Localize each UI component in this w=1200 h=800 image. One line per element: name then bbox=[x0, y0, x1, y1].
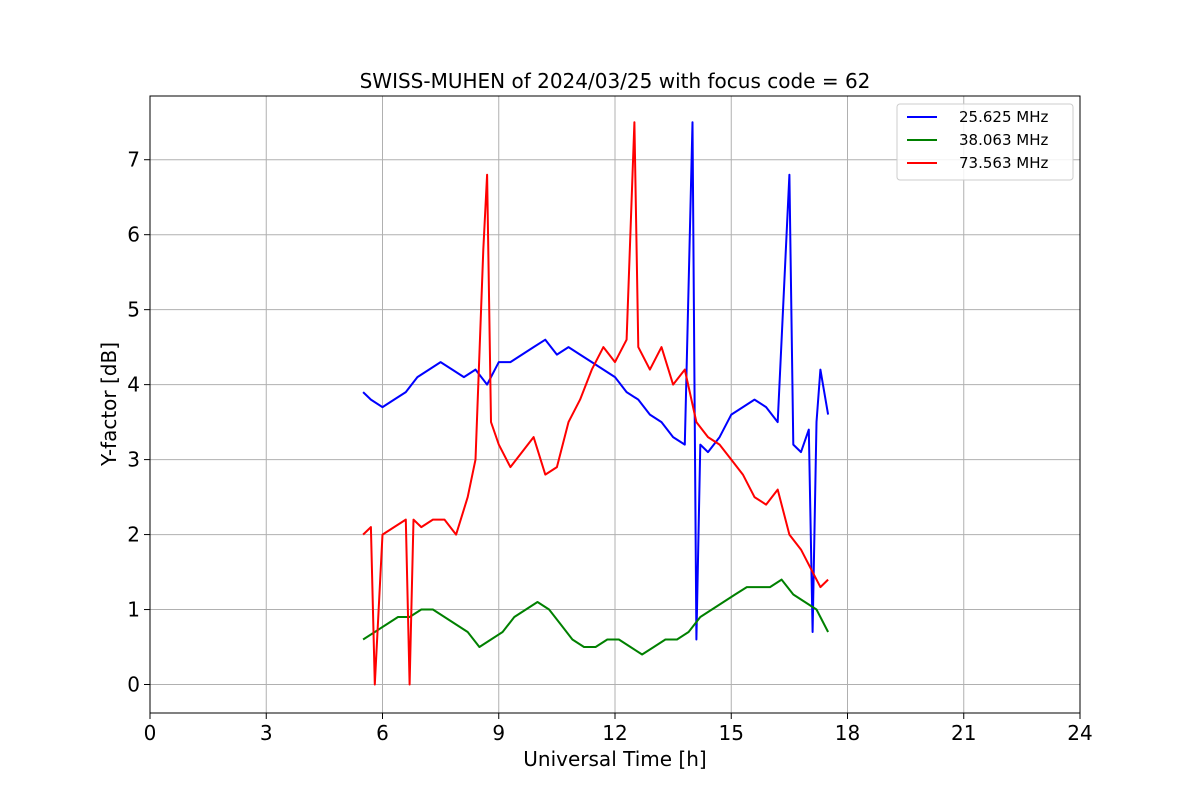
x-tick-label: 12 bbox=[602, 721, 627, 745]
y-tick-label: 0 bbox=[127, 673, 140, 697]
legend-label: 38.063 MHz bbox=[959, 131, 1048, 149]
y-tick-label: 3 bbox=[127, 448, 140, 472]
y-tick-label: 6 bbox=[127, 223, 140, 247]
x-tick-label: 9 bbox=[492, 721, 505, 745]
series-line-0 bbox=[362, 121, 830, 641]
x-axis-label: Universal Time [h] bbox=[523, 747, 706, 771]
x-tick-label: 6 bbox=[376, 721, 389, 745]
legend: 25.625 MHz 38.063 MHz 73.563 MHz bbox=[896, 103, 1074, 181]
y-tick-label: 4 bbox=[127, 373, 140, 397]
y-tick-label: 2 bbox=[127, 523, 140, 547]
series-line-2 bbox=[362, 121, 829, 686]
y-tick-label: 7 bbox=[127, 148, 140, 172]
x-tick-label: 15 bbox=[719, 721, 744, 745]
legend-label: 73.563 MHz bbox=[959, 154, 1048, 172]
x-tick-label: 0 bbox=[144, 721, 157, 745]
x-tick-label: 3 bbox=[260, 721, 273, 745]
series-line-1 bbox=[362, 578, 829, 656]
y-axis-label: Y-factor [dB] bbox=[97, 342, 121, 467]
y-tick-label: 5 bbox=[127, 298, 140, 322]
chart-title: SWISS-MUHEN of 2024/03/25 with focus cod… bbox=[360, 69, 871, 93]
x-tick-label: 18 bbox=[835, 721, 860, 745]
legend-label: 25.625 MHz bbox=[959, 108, 1048, 126]
y-tick-label: 1 bbox=[127, 598, 140, 622]
x-tick-label: 21 bbox=[951, 721, 976, 745]
x-tick-label: 24 bbox=[1067, 721, 1092, 745]
series-layer bbox=[362, 121, 830, 686]
legend-box bbox=[896, 103, 1074, 181]
